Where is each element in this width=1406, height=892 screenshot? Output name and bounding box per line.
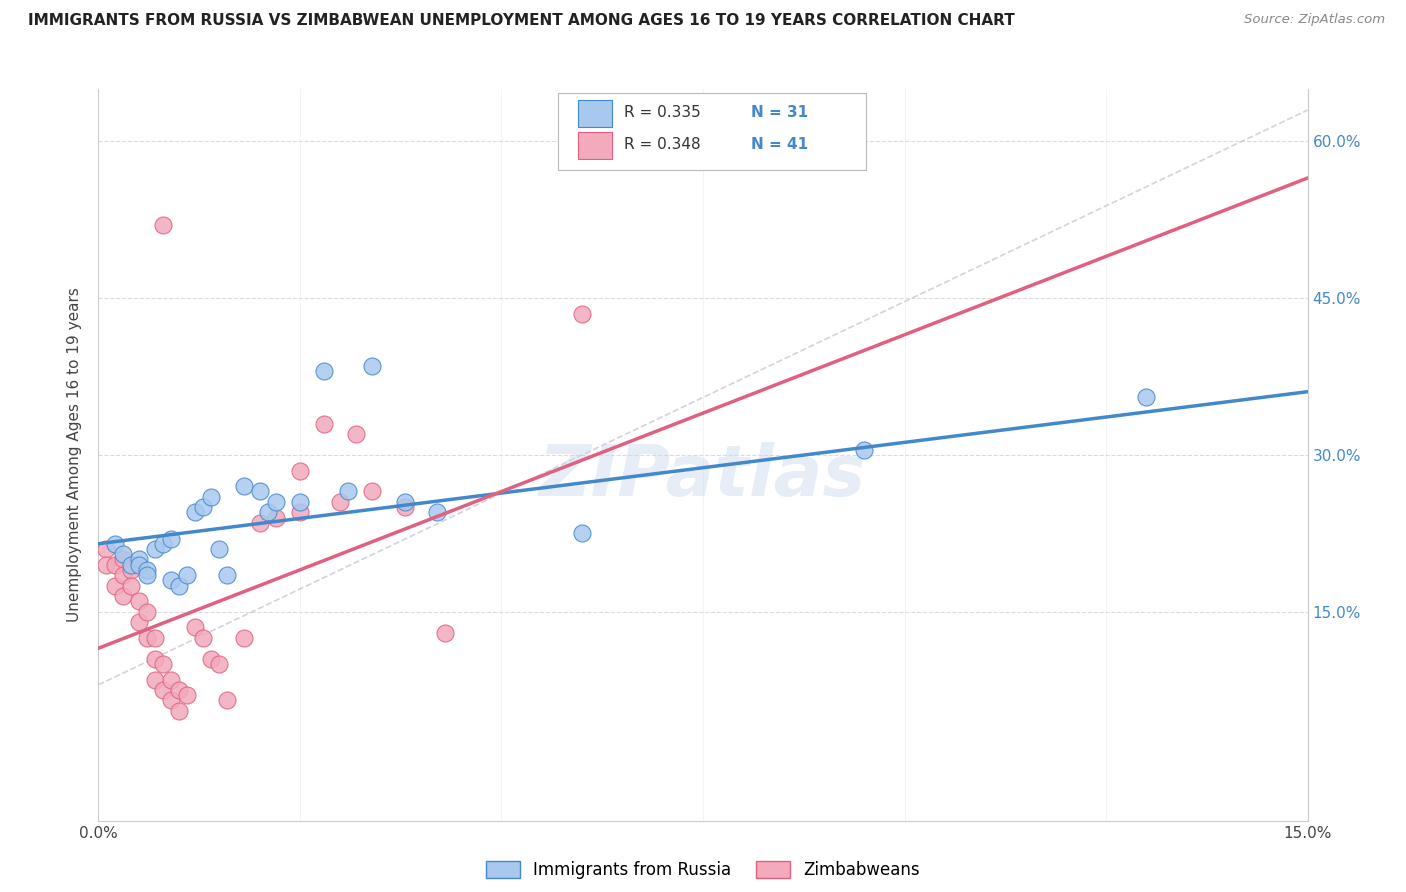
Point <box>103 558 125 572</box>
FancyBboxPatch shape <box>558 93 866 169</box>
Text: R = 0.335: R = 0.335 <box>624 105 702 120</box>
Point <box>288 495 311 509</box>
Point <box>249 516 271 530</box>
Point <box>160 532 183 546</box>
Point <box>152 683 174 698</box>
Point <box>135 568 157 582</box>
Point <box>143 651 166 665</box>
Point <box>200 651 222 665</box>
Point <box>329 495 352 509</box>
Text: N = 31: N = 31 <box>751 105 808 120</box>
Point <box>135 563 157 577</box>
Point <box>135 605 157 619</box>
Text: ZIPatlas: ZIPatlas <box>540 442 866 511</box>
Point <box>135 631 157 645</box>
Point <box>128 615 150 629</box>
Point <box>314 417 336 431</box>
Point <box>160 693 183 707</box>
Point <box>394 495 416 509</box>
Point <box>143 541 166 556</box>
Text: IMMIGRANTS FROM RUSSIA VS ZIMBABWEAN UNEMPLOYMENT AMONG AGES 16 TO 19 YEARS CORR: IMMIGRANTS FROM RUSSIA VS ZIMBABWEAN UNE… <box>28 13 1015 29</box>
Point <box>314 364 336 378</box>
FancyBboxPatch shape <box>578 132 613 159</box>
Point <box>217 693 239 707</box>
Text: R = 0.348: R = 0.348 <box>624 137 702 153</box>
Point <box>167 704 190 718</box>
Point <box>128 594 150 608</box>
Point <box>217 568 239 582</box>
Point <box>143 673 166 687</box>
Point <box>120 578 142 592</box>
Point <box>337 484 360 499</box>
Point <box>143 631 166 645</box>
Point <box>571 526 593 541</box>
FancyBboxPatch shape <box>578 100 613 127</box>
Point <box>853 442 876 457</box>
Point <box>160 673 183 687</box>
Point <box>167 578 190 592</box>
Point <box>288 464 311 478</box>
Point <box>288 505 311 519</box>
Point <box>111 547 134 561</box>
Point <box>200 490 222 504</box>
Point <box>152 537 174 551</box>
Point <box>193 500 215 515</box>
Point <box>184 505 207 519</box>
Point <box>128 558 150 572</box>
Text: Source: ZipAtlas.com: Source: ZipAtlas.com <box>1244 13 1385 27</box>
Point <box>120 563 142 577</box>
Point <box>571 307 593 321</box>
Point <box>249 484 271 499</box>
Point <box>176 688 198 702</box>
Point <box>193 631 215 645</box>
Point <box>184 620 207 634</box>
Point <box>128 552 150 566</box>
Point <box>96 541 118 556</box>
Point <box>167 683 190 698</box>
Point <box>264 495 287 509</box>
Point <box>111 589 134 603</box>
Point <box>103 578 125 592</box>
Point <box>361 484 384 499</box>
Point <box>176 568 198 582</box>
Point <box>96 558 118 572</box>
Point <box>426 505 449 519</box>
Point <box>264 510 287 524</box>
Point <box>208 657 231 671</box>
Point <box>120 558 142 572</box>
Point <box>111 568 134 582</box>
Point <box>232 479 254 493</box>
Point <box>344 427 367 442</box>
Point <box>160 574 183 588</box>
Y-axis label: Unemployment Among Ages 16 to 19 years: Unemployment Among Ages 16 to 19 years <box>67 287 83 623</box>
Point <box>103 537 125 551</box>
Point <box>1135 391 1157 405</box>
Point <box>256 505 278 519</box>
Point <box>152 218 174 232</box>
Legend: Immigrants from Russia, Zimbabweans: Immigrants from Russia, Zimbabweans <box>479 854 927 886</box>
Text: N = 41: N = 41 <box>751 137 808 153</box>
Point <box>394 500 416 515</box>
Point <box>434 625 457 640</box>
Point <box>208 541 231 556</box>
Point <box>232 631 254 645</box>
Point <box>111 552 134 566</box>
Point <box>152 657 174 671</box>
Point <box>361 359 384 373</box>
